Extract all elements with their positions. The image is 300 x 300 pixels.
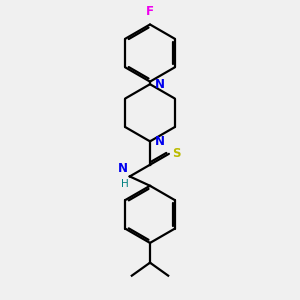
Text: H: H [121, 178, 129, 188]
Text: N: N [118, 162, 128, 176]
Text: N: N [155, 135, 165, 148]
Text: S: S [172, 147, 181, 160]
Text: F: F [146, 5, 154, 18]
Text: N: N [155, 78, 165, 91]
